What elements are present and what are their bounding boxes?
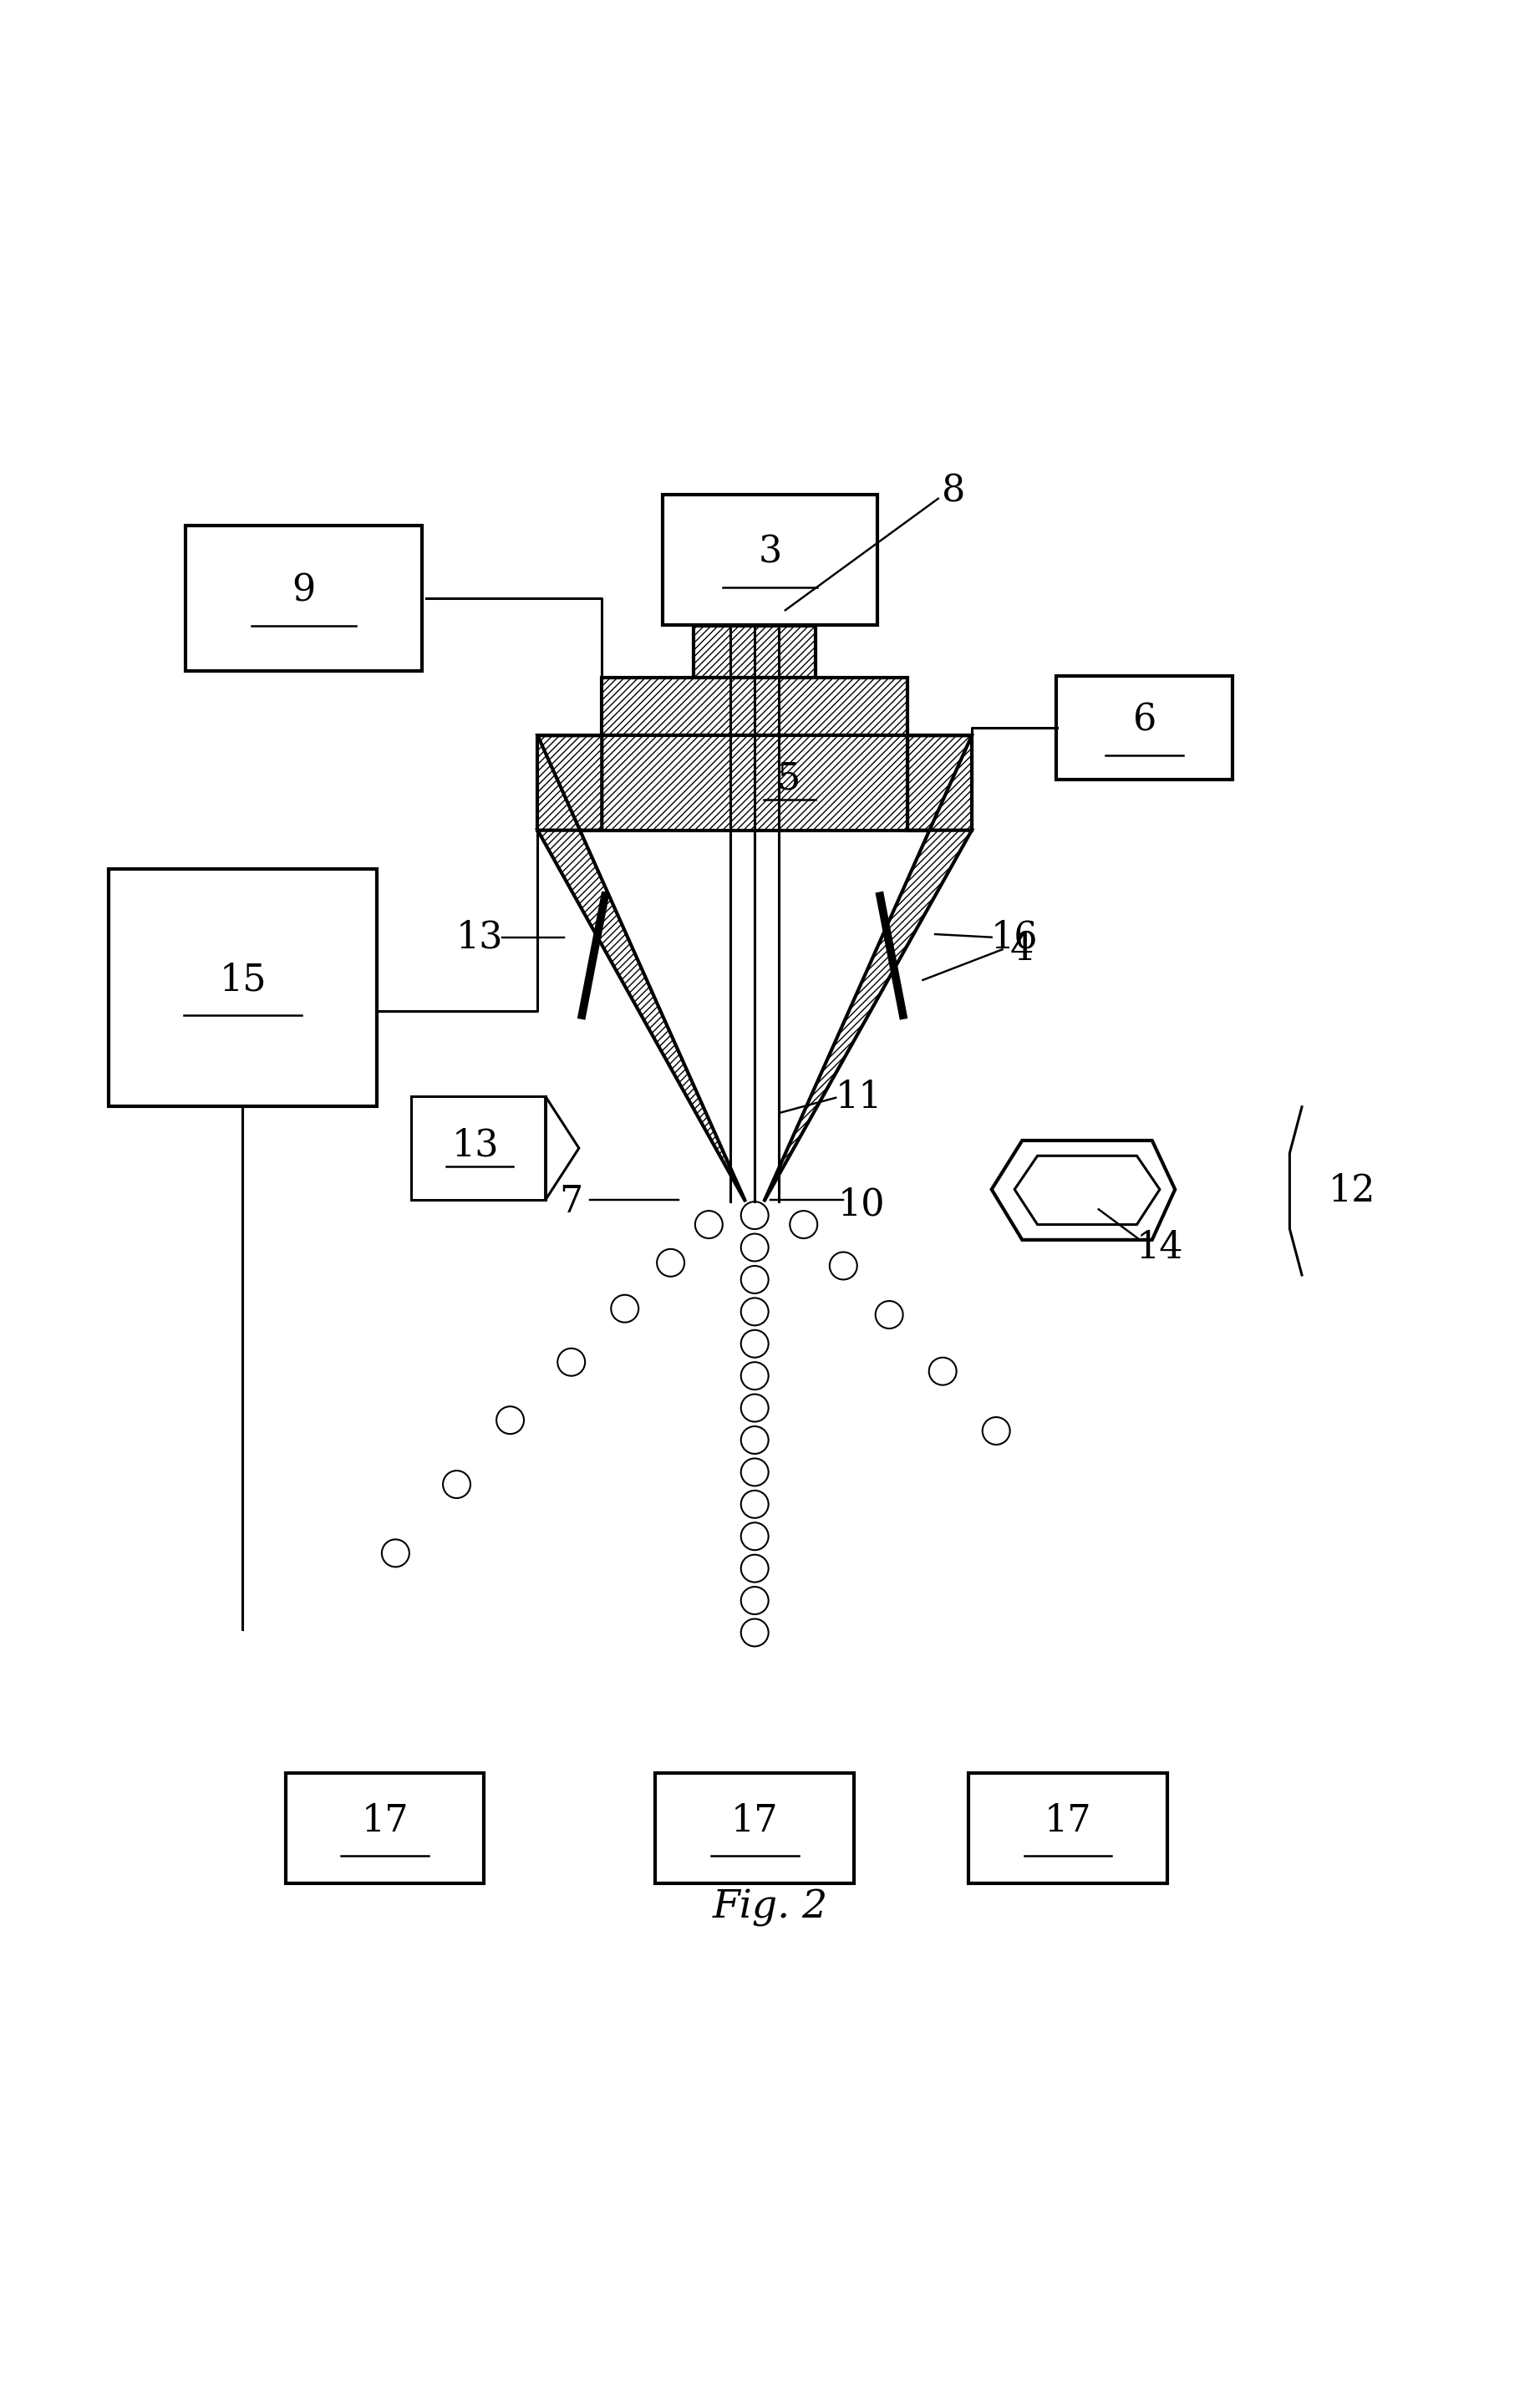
Text: 8: 8 bbox=[941, 473, 966, 509]
Text: 14: 14 bbox=[1137, 1230, 1183, 1266]
Bar bbox=[285, 1774, 484, 1884]
Text: 15: 15 bbox=[219, 962, 266, 998]
Bar bbox=[1056, 676, 1232, 781]
Bar bbox=[537, 736, 972, 831]
Bar bbox=[411, 1096, 545, 1201]
Text: Fig. 2: Fig. 2 bbox=[711, 1889, 829, 1927]
Bar bbox=[907, 736, 972, 831]
Text: 5: 5 bbox=[776, 759, 801, 795]
Bar bbox=[693, 626, 816, 678]
Bar bbox=[109, 869, 376, 1106]
Bar bbox=[602, 678, 907, 736]
Text: 13: 13 bbox=[451, 1127, 499, 1163]
Text: 11: 11 bbox=[835, 1079, 882, 1115]
Text: 13: 13 bbox=[456, 919, 504, 955]
Text: 10: 10 bbox=[838, 1187, 885, 1223]
Text: 17: 17 bbox=[732, 1803, 778, 1839]
Bar bbox=[664, 494, 876, 626]
Text: 7: 7 bbox=[559, 1184, 584, 1220]
Text: 4: 4 bbox=[1010, 931, 1033, 967]
Text: 17: 17 bbox=[1044, 1803, 1092, 1839]
Text: 17: 17 bbox=[362, 1803, 408, 1839]
Text: 16: 16 bbox=[990, 919, 1038, 955]
Polygon shape bbox=[764, 736, 972, 1201]
Polygon shape bbox=[537, 736, 745, 1201]
Bar bbox=[185, 525, 422, 671]
Bar bbox=[656, 1774, 855, 1884]
Text: 9: 9 bbox=[293, 573, 316, 609]
Text: 3: 3 bbox=[758, 535, 782, 571]
Text: 12: 12 bbox=[1327, 1173, 1375, 1208]
Bar bbox=[969, 1774, 1167, 1884]
Text: 6: 6 bbox=[1132, 702, 1157, 738]
